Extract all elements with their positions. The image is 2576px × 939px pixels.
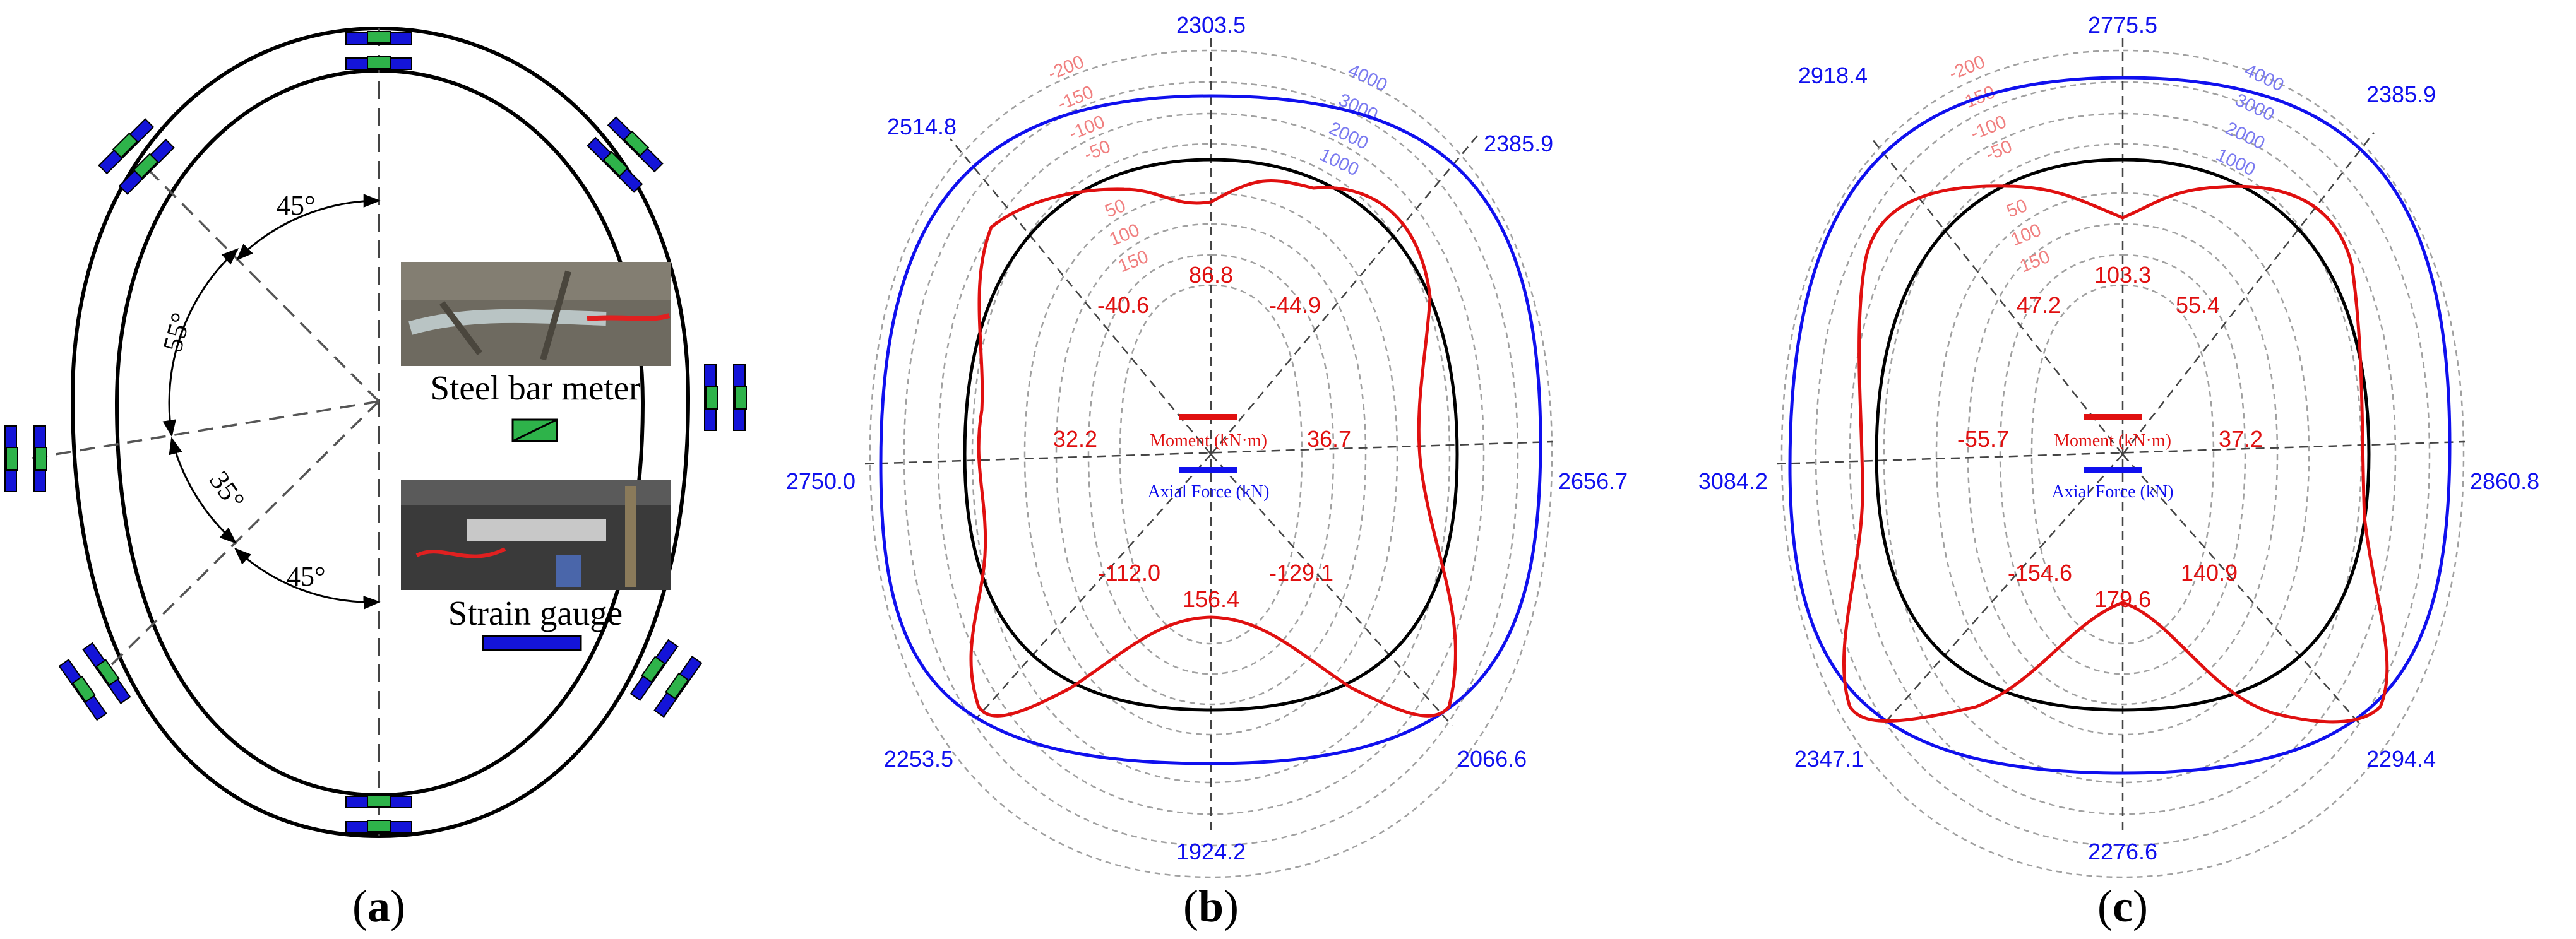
b-axial-label-right: 2656.7 — [1558, 468, 1628, 494]
angle-arc-55 — [162, 248, 239, 437]
b-axial-label-left: 2750.0 — [786, 468, 856, 494]
panel-b-lining-contour — [963, 158, 1459, 712]
radial-line-left — [28, 400, 379, 460]
panel-b-caption: (b) — [1183, 881, 1239, 931]
panel-c-moment-curve — [1842, 184, 2389, 724]
c-moment-label-lower-right: 140.9 — [2181, 560, 2238, 586]
panel-c-lining-contour — [1875, 158, 2371, 712]
sensor-lower-right — [629, 639, 703, 718]
c-axial-label-bottom: 2276.6 — [2088, 839, 2157, 865]
b-axial-label-upper-left: 2514.8 — [887, 114, 957, 139]
b-moment-label-left: 32.2 — [1053, 426, 1097, 452]
steel-bar-meter-label: Steel bar meter — [431, 369, 641, 407]
c-moment-tick: 100 — [2008, 220, 2044, 251]
c-axial-label-upper-right: 2385.9 — [2366, 81, 2436, 107]
b-moment-label-lower-right: -129.1 — [1269, 560, 1333, 586]
b-moment-label-upper-right: -44.9 — [1269, 292, 1321, 318]
strain-gauge-label: Strain gauge — [448, 594, 623, 632]
panel-b-internal-force-diagram: -200 -150 -100 -50 50 100 150 4000 3000 … — [786, 12, 1628, 931]
c-moment-tick: 150 — [2017, 247, 2053, 277]
panel-a-sensor-layout: 45° 55° 35° 45° — [4, 26, 747, 931]
c-axial-label-right: 2860.8 — [2470, 468, 2539, 494]
sensor-upper-right — [587, 116, 664, 193]
b-axial-label-lower-right: 2066.6 — [1457, 746, 1527, 772]
sensor-top — [345, 31, 412, 70]
c-axial-label-lower-left: 2347.1 — [1794, 746, 1864, 772]
panel-c-radial-axes — [1776, 38, 2466, 833]
angle-label-45-lower: 45° — [287, 561, 326, 592]
b-legend-axial-label: Axial Force (kN) — [1148, 482, 1270, 502]
c-axial-label-left: 3084.2 — [1698, 468, 1768, 494]
c-axial-tick: 3000 — [2232, 90, 2277, 125]
c-moment-label-bottom: 179.6 — [2094, 586, 2151, 612]
b-moment-tick: 150 — [1116, 247, 1152, 277]
c-axial-label-upper-left: 2918.4 — [1798, 62, 1868, 88]
b-moment-label-upper-left: -40.6 — [1097, 292, 1149, 318]
b-legend-moment-label: Moment (kN·m) — [1150, 431, 1267, 451]
c-moment-label-lower-left: -154.6 — [2008, 560, 2072, 586]
panel-b-radial-axes — [864, 38, 1554, 833]
b-moment-label-lower-left: -112.0 — [1098, 560, 1160, 586]
panel-a-caption: (a) — [352, 881, 405, 931]
angle-arc-35 — [169, 437, 237, 544]
b-legend-moment-swatch — [1179, 414, 1237, 420]
b-moment-tick: 100 — [1107, 220, 1143, 251]
c-legend-moment-swatch — [2084, 414, 2142, 420]
sensor-lower-left — [58, 642, 131, 721]
c-moment-tick: -200 — [1947, 52, 1988, 84]
panel-b-moment-curve — [969, 179, 1457, 718]
angle-label-55: 55° — [157, 309, 196, 355]
c-axial-label-top: 2775.5 — [2088, 12, 2157, 38]
panel-c-internal-force-diagram: -200 -150 -100 -50 50 100 150 4000 3000 … — [1698, 12, 2539, 931]
c-axial-label-lower-right: 2294.4 — [2366, 746, 2436, 772]
c-moment-tick: 50 — [2004, 196, 2030, 222]
c-moment-label-upper-left: 47.2 — [2017, 292, 2061, 318]
angle-label-35: 35° — [203, 466, 251, 516]
b-moment-label-bottom: 156.4 — [1183, 586, 1239, 612]
radial-line-lower — [100, 400, 380, 676]
c-moment-label-top: 103.3 — [2094, 262, 2151, 288]
panel-c-axial-force-curve — [1788, 76, 2452, 775]
sensor-left — [4, 425, 47, 492]
sensor-bottom — [345, 794, 412, 834]
strain-gauge-legend-swatch — [482, 635, 582, 651]
strain-gauge-photo — [401, 480, 671, 590]
c-legend-axial-swatch — [2084, 467, 2142, 473]
b-axial-label-upper-right: 2385.9 — [1484, 131, 1553, 156]
c-moment-label-right: 37.2 — [2219, 426, 2263, 452]
b-axial-label-lower-left: 2253.5 — [884, 746, 953, 772]
panel-c-caption: (c) — [2097, 881, 2148, 931]
c-moment-label-left: -55.7 — [1957, 426, 2009, 452]
b-axial-label-bottom: 1924.2 — [1176, 839, 1246, 865]
b-legend-axial-swatch — [1179, 467, 1237, 473]
angle-arc-45-lower — [234, 548, 381, 610]
c-moment-tick: -50 — [1983, 136, 2015, 165]
angle-label-45-upper: 45° — [277, 190, 316, 221]
steel-bar-meter-photo — [401, 262, 671, 366]
sensor-right — [704, 364, 747, 431]
c-legend-axial-label: Axial Force (kN) — [2052, 482, 2174, 502]
c-moment-label-upper-right: 55.4 — [2176, 292, 2220, 318]
b-moment-label-right: 36.7 — [1307, 426, 1351, 452]
radial-line-upper — [143, 164, 380, 403]
sensor-upper-left — [98, 118, 175, 195]
b-moment-tick: -200 — [1046, 52, 1087, 84]
c-legend-moment-label: Moment (kN·m) — [2054, 431, 2171, 451]
angle-arc-45-upper — [236, 194, 381, 261]
b-axial-tick: 4000 — [1345, 60, 1390, 95]
b-moment-label-top: 86.8 — [1189, 262, 1233, 288]
b-axial-label-top: 2303.5 — [1176, 12, 1246, 38]
b-moment-tick: -50 — [1082, 136, 1114, 165]
b-moment-tick: 50 — [1102, 196, 1129, 222]
panel-b-axial-force-curve — [879, 94, 1542, 765]
